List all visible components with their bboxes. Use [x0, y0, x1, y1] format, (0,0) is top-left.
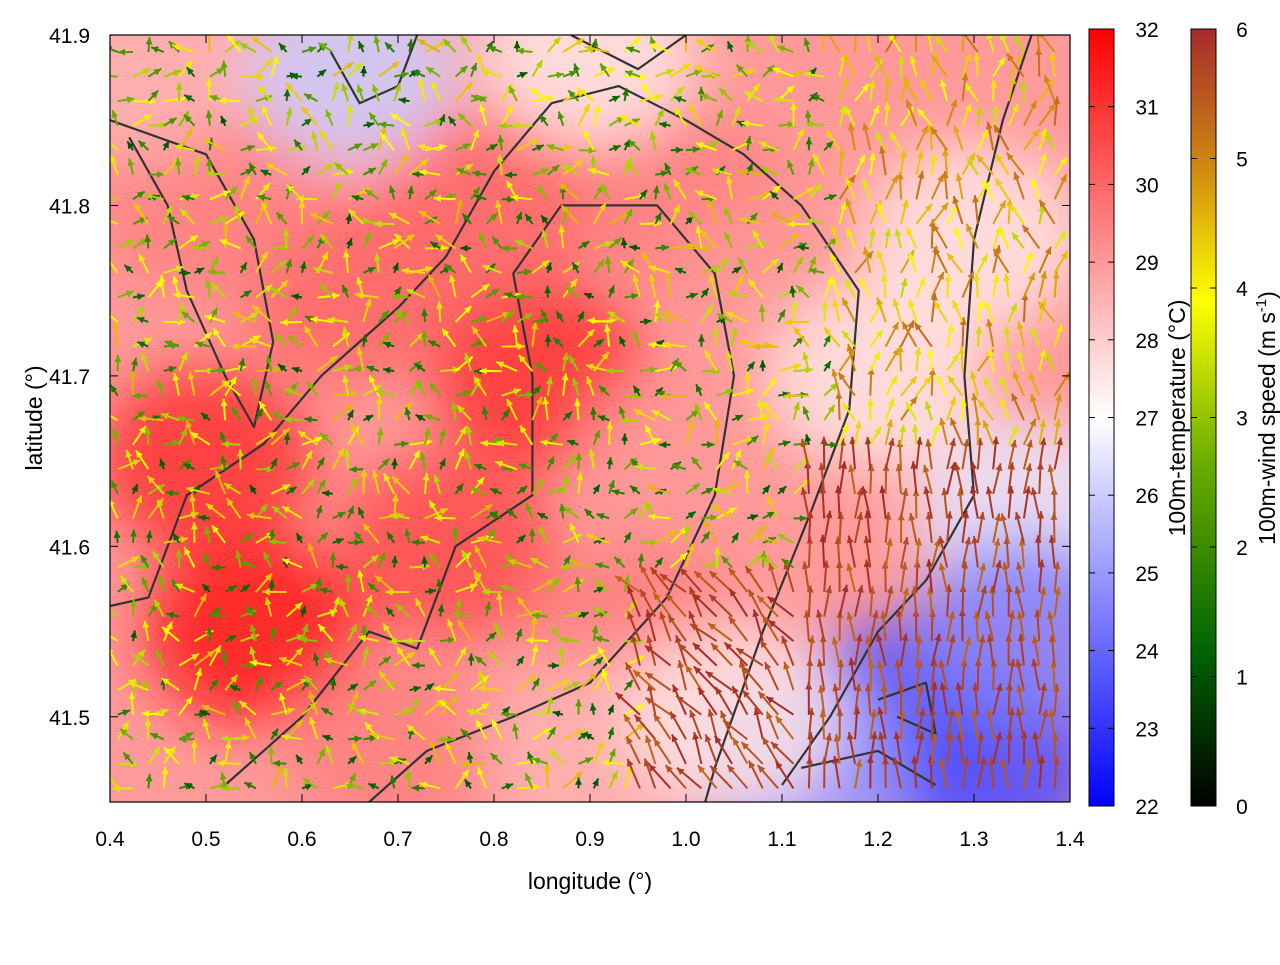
x-tick-label: 0.8: [479, 828, 508, 851]
x-tick-label: 1.4: [1055, 828, 1085, 851]
colorbar-tick-label: 24: [1135, 641, 1159, 664]
colorbar-tick-label: 4: [1236, 278, 1248, 301]
colorbar-tick-label: 1: [1236, 667, 1248, 690]
y-tick-label: 41.9: [49, 25, 90, 48]
colorbar-tick-label: 27: [1135, 408, 1158, 431]
wind-colorbar-label: 100m-wind speed (m s-1): [1253, 291, 1280, 545]
x-tick-label: 0.6: [287, 828, 316, 851]
y-tick-label: 41.7: [49, 366, 90, 389]
y-tick-label: 41.5: [49, 707, 90, 730]
colorbar-tick-label: 2: [1236, 537, 1248, 560]
x-axis-label: longitude (°): [528, 868, 652, 894]
x-tick-label: 1.3: [959, 828, 988, 851]
temperature-cell: [336, 451, 556, 641]
plot-area: [29, 0, 1132, 863]
temperature-colorbar: 22 23 24 25 26 27 28 29 30 31 32 100m-temperature …: [1089, 19, 1190, 819]
x-tick-label: 0.4: [95, 828, 125, 851]
colorbar-tick-label: 26: [1135, 485, 1158, 508]
x-tick-label: 0.9: [575, 828, 604, 851]
temperature-cell: [288, 656, 508, 846]
x-tick-label: 1.1: [767, 828, 796, 851]
colorbar-tick-label: 29: [1135, 252, 1158, 275]
y-tick-label: 41.6: [49, 536, 90, 559]
x-tick-label: 1.0: [671, 828, 700, 851]
x-tick-label: 0.5: [191, 828, 220, 851]
colorbar-tick-label: 0: [1236, 796, 1248, 819]
wind-colorbar-label-sup: -1: [1253, 299, 1270, 312]
wind-colorbar-label-close: ): [1254, 291, 1280, 299]
wind-colorbar-label-main: 100m-wind speed (m s: [1254, 312, 1280, 545]
colorbar-tick-label: 30: [1135, 174, 1158, 197]
colorbar-tick-label: 32: [1135, 19, 1158, 42]
colorbar-tick-label: 28: [1135, 330, 1158, 353]
colorbar-tick-label: 23: [1135, 718, 1158, 741]
colorbar-tick-label: 25: [1135, 563, 1158, 586]
wind-colorbar: 0 1 2 3 4 5 6 100m-wind speed (m s-1): [1191, 19, 1280, 819]
y-tick-label: 41.8: [49, 195, 90, 218]
y-axis-label: latitude (°): [21, 365, 47, 470]
colorbar-tick-label: 22: [1135, 796, 1158, 819]
colorbar-tick-label: 5: [1236, 149, 1248, 172]
x-tick-label: 1.2: [863, 828, 892, 851]
temperature-colorbar-label: 100m-temperature (°C): [1164, 300, 1190, 537]
x-tick-label: 0.7: [383, 828, 412, 851]
colorbar-tick-label: 3: [1236, 408, 1248, 431]
colorbar-tick-label: 6: [1236, 19, 1248, 42]
colorbar-tick-label: 31: [1135, 97, 1158, 120]
